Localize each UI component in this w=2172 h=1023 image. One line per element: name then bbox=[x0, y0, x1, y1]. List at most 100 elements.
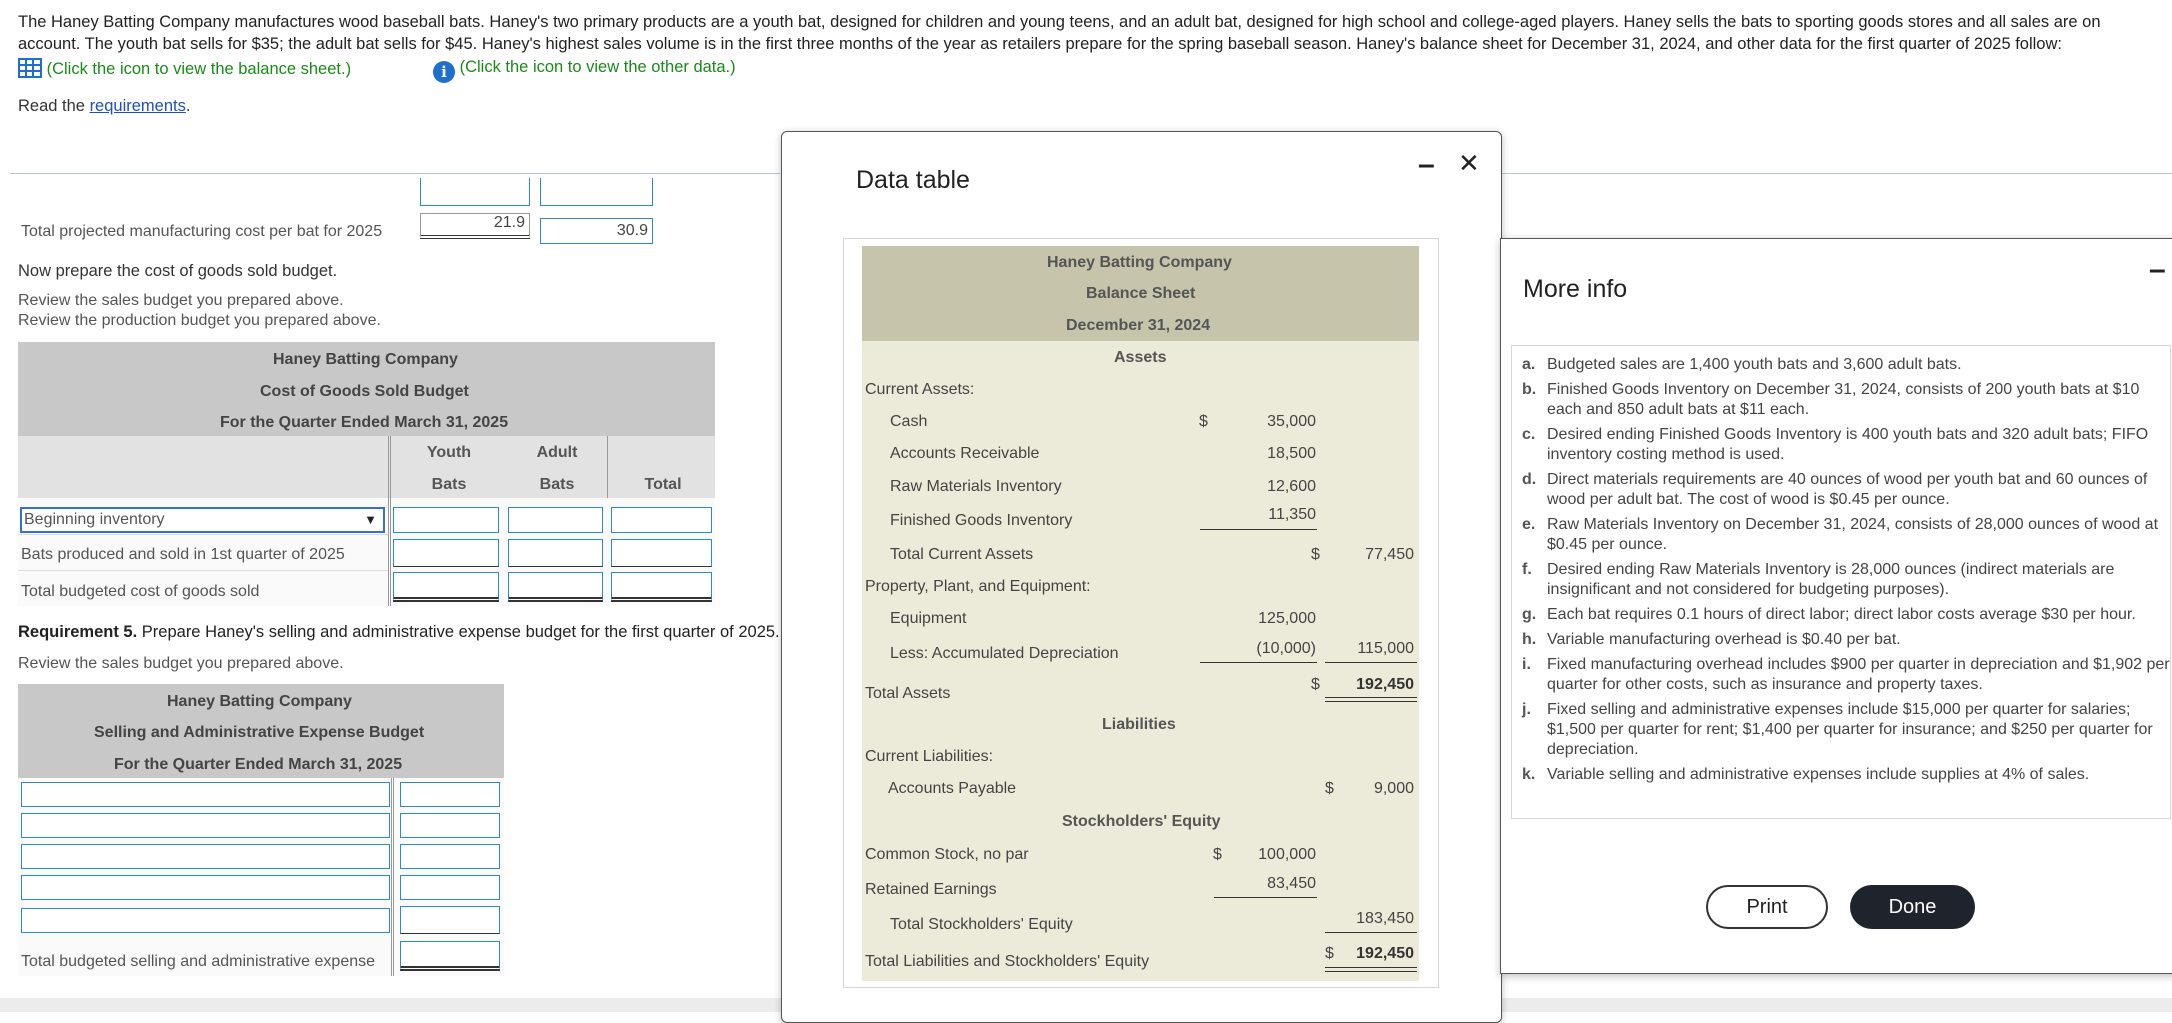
bs-equip-val: 125,000 bbox=[1258, 610, 1316, 627]
bs-current-assets: Current Assets: bbox=[865, 381, 975, 398]
beginning-inventory-select[interactable]: Beginning inventory ▼ bbox=[20, 507, 385, 533]
bs-ta: Total Assets bbox=[865, 685, 951, 702]
balance-sheet-link[interactable]: (Click the icon to view the balance shee… bbox=[46, 60, 352, 78]
cogs-column-header: Youth Bats Adult Bats Total bbox=[18, 436, 715, 501]
data-table-modal: Data table – ✕ Haney Batting Company Bal… bbox=[781, 131, 1502, 1023]
more-info-item-letter: f. bbox=[1522, 561, 1532, 578]
more-info-minimize-icon[interactable]: – bbox=[2149, 253, 2166, 286]
bs-tca-dollar: $ bbox=[1311, 546, 1320, 563]
bs-re-underline bbox=[1214, 897, 1317, 898]
sa-row1-amount-input[interactable] bbox=[400, 782, 500, 807]
bats-produced-adult-input[interactable] bbox=[508, 539, 603, 567]
total-cogs-youth-input[interactable] bbox=[393, 572, 499, 602]
balance-sheet: Haney Batting Company Balance Sheet Dece… bbox=[862, 246, 1419, 981]
minimize-icon[interactable]: – bbox=[1418, 148, 1435, 181]
more-info-item: a. Budgeted sales are 1,400 youth bats an… bbox=[1512, 355, 2170, 375]
sa-row3-amount-input[interactable] bbox=[400, 844, 500, 869]
sa-total-label: Total budgeted selling and administrativ… bbox=[21, 953, 376, 970]
done-button[interactable]: Done bbox=[1850, 885, 1975, 929]
sa-row3-label-input[interactable] bbox=[21, 844, 390, 869]
col-youth-2: Bats bbox=[431, 476, 467, 493]
bs-ta-val: 192,450 bbox=[1356, 676, 1414, 693]
sa-row4-label-input[interactable] bbox=[21, 875, 390, 900]
bats-produced-youth-input[interactable] bbox=[393, 539, 499, 567]
sa-row5-label-input[interactable] bbox=[21, 908, 390, 933]
sa-title-period: For the Quarter Ended March 31, 2025 bbox=[114, 756, 403, 773]
info-icon[interactable]: i bbox=[433, 61, 455, 83]
read-suffix: . bbox=[185, 97, 191, 115]
more-info-item-text: Each bat requires 0.1 hours of direct la… bbox=[1547, 606, 2136, 623]
intro-text: The Haney Batting Company manufactures w… bbox=[18, 13, 2101, 53]
balance-sheet-link-row[interactable]: (Click the icon to view the balance shee… bbox=[18, 58, 351, 79]
total-cogs-total-input[interactable] bbox=[611, 572, 712, 602]
sa-row5-amount-input[interactable] bbox=[400, 906, 500, 934]
bats-produced-total-input[interactable] bbox=[611, 539, 712, 567]
print-button[interactable]: Print bbox=[1706, 885, 1828, 929]
more-info-item-text: Variable selling and administrative expe… bbox=[1547, 766, 2090, 783]
other-data-link-row[interactable]: i (Click the icon to view the other data… bbox=[433, 58, 736, 83]
bs-tse-underline bbox=[1325, 932, 1417, 933]
total-cogs-adult-input[interactable] bbox=[508, 572, 603, 602]
more-info-item-text: Budgeted sales are 1,400 youth bats and … bbox=[1547, 356, 1962, 373]
more-info-list-frame: a. Budgeted sales are 1,400 youth bats an… bbox=[1511, 345, 2171, 819]
bs-cl: Current Liabilities: bbox=[865, 748, 994, 765]
sa-row4-amount-input[interactable] bbox=[400, 875, 500, 900]
more-info-item: e. Raw Materials Inventory on December 31… bbox=[1512, 515, 2170, 555]
more-info-item-text: Raw Materials Inventory on December 31, … bbox=[1547, 516, 2159, 553]
bs-rm-val: 12,600 bbox=[1267, 478, 1316, 495]
sa-row1-label-input[interactable] bbox=[21, 782, 390, 807]
bs-tlse-val: 192,450 bbox=[1356, 945, 1414, 962]
more-info-item-text: Fixed manufacturing overhead includes $9… bbox=[1547, 656, 2170, 693]
cogs-title-name: Cost of Goods Sold Budget bbox=[260, 383, 469, 400]
other-data-link[interactable]: (Click the icon to view the other data.) bbox=[459, 58, 736, 76]
intro-paragraph: The Haney Batting Company manufactures w… bbox=[18, 11, 2158, 55]
sa-total-input[interactable] bbox=[400, 941, 500, 971]
more-info-item-text: Desired ending Raw Materials Inventory i… bbox=[1547, 561, 2115, 598]
mfg-cost-label: Total projected manufacturing cost per b… bbox=[21, 223, 383, 240]
close-icon[interactable]: ✕ bbox=[1458, 148, 1480, 178]
more-info-item-letter: a. bbox=[1522, 356, 1536, 373]
requirement-5: Requirement 5. Prepare Haney's selling a… bbox=[18, 623, 780, 642]
cogs-review-sales: Review the sales budget you prepared abo… bbox=[18, 292, 344, 309]
bs-rm: Raw Materials Inventory bbox=[890, 478, 1062, 495]
beginning-inventory-youth-input[interactable] bbox=[393, 507, 499, 533]
adult-mfg-cost-value[interactable]: 30.9 bbox=[540, 218, 653, 244]
bs-liab-head: Liabilities bbox=[1102, 716, 1176, 733]
more-info-modal: More info – a. Budgeted sales are 1,400 y… bbox=[1500, 238, 2172, 974]
sa-row2-label-input[interactable] bbox=[21, 813, 390, 838]
more-info-item-letter: i. bbox=[1522, 656, 1531, 673]
more-info-item: k. Variable selling and administrative ex… bbox=[1512, 765, 2170, 785]
balance-sheet-frame: Haney Batting Company Balance Sheet Dece… bbox=[843, 238, 1439, 988]
cogs-title-company: Haney Batting Company bbox=[273, 351, 458, 368]
more-info-item-letter: e. bbox=[1522, 516, 1536, 533]
more-info-item-letter: d. bbox=[1522, 471, 1537, 488]
bs-ar-val: 18,500 bbox=[1267, 445, 1316, 462]
bs-fg-underline bbox=[1200, 529, 1317, 530]
more-info-item-text: Variable manufacturing overhead is $0.40… bbox=[1547, 631, 1901, 648]
table-icon[interactable] bbox=[18, 58, 42, 78]
bs-ar: Accounts Receivable bbox=[890, 445, 1040, 462]
more-info-item-letter: c. bbox=[1522, 426, 1536, 443]
bs-tlse-dollar: $ bbox=[1325, 945, 1334, 962]
requirements-link[interactable]: requirements bbox=[89, 97, 186, 115]
bs-tse: Total Stockholders' Equity bbox=[890, 916, 1073, 933]
more-info-item-letter: j. bbox=[1522, 701, 1531, 718]
beginning-inventory-total-input[interactable] bbox=[611, 507, 712, 533]
bs-ap-dollar: $ bbox=[1325, 780, 1334, 797]
read-prefix: Read the bbox=[18, 97, 90, 115]
cogs-prepare-text: Now prepare the cost of goods sold budge… bbox=[18, 262, 338, 280]
bs-ta-dollar: $ bbox=[1311, 676, 1320, 693]
chevron-down-icon: ▼ bbox=[364, 512, 377, 527]
bs-tse-val: 183,450 bbox=[1356, 910, 1414, 927]
sa-review-sales: Review the sales budget you prepared abo… bbox=[18, 655, 344, 672]
cogs-review-production: Review the production budget you prepare… bbox=[18, 312, 381, 329]
bs-accum: Less: Accumulated Depreciation bbox=[890, 645, 1119, 662]
beginning-inventory-adult-input[interactable] bbox=[508, 507, 603, 533]
more-info-item: i. Fixed manufacturing overhead includes … bbox=[1512, 655, 2170, 695]
more-info-item: h. Variable manufacturing overhead is $0.… bbox=[1512, 630, 2170, 650]
beginning-inventory-select-value: Beginning inventory bbox=[24, 511, 165, 528]
requirement-5-text: Prepare Haney's selling and administrati… bbox=[137, 623, 780, 641]
sa-row2-amount-input[interactable] bbox=[400, 813, 500, 838]
more-info-item-text: Fixed selling and administrative expense… bbox=[1547, 701, 2153, 758]
data-table-title: Data table bbox=[856, 166, 970, 194]
